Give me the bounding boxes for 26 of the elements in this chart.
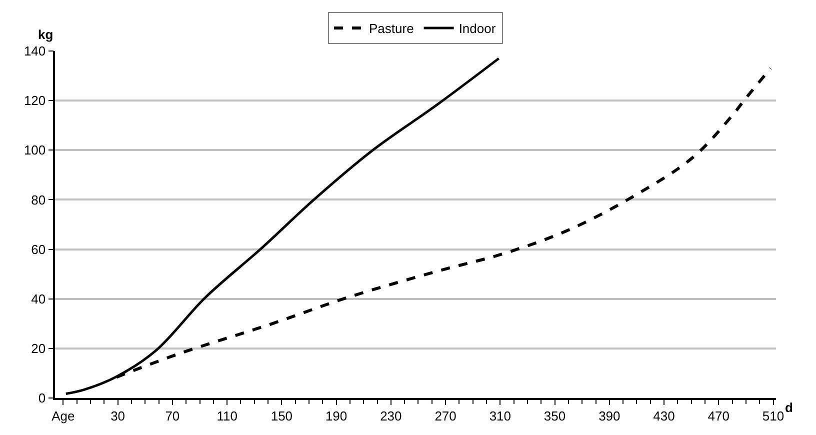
- x-tick-label: 230: [380, 408, 402, 424]
- y-tick-label: 120: [24, 93, 46, 108]
- y-tick-label: 80: [31, 192, 46, 208]
- y-axis-title: kg: [38, 27, 54, 42]
- legend-label: Indoor: [458, 21, 496, 36]
- x-tick-label: 270: [434, 408, 456, 424]
- x-tick-label: 390: [598, 408, 620, 424]
- legend-label: Pasture: [369, 21, 414, 36]
- x-axis-title: d: [785, 400, 793, 415]
- x-tick-label: 470: [708, 408, 730, 424]
- y-tick-label: 0: [38, 390, 46, 406]
- x-tick-label: 150: [270, 408, 293, 424]
- x-tick-label: 110: [216, 408, 238, 424]
- y-tick-label: 100: [24, 142, 46, 158]
- y-tick-label: 40: [31, 291, 46, 306]
- y-tick-label: 140: [24, 44, 46, 59]
- x-tick-label: 310: [489, 408, 512, 424]
- x-tick-label: 430: [653, 408, 675, 424]
- y-tick-label: 20: [31, 340, 46, 356]
- x-tick-label: 70: [165, 408, 180, 424]
- x-tick-label: 30: [110, 408, 126, 424]
- x-tick-label: 190: [325, 408, 348, 424]
- x-tick-label: 350: [544, 408, 566, 424]
- x-tick-label: Age: [52, 408, 75, 424]
- y-tick-label: 60: [31, 242, 46, 257]
- x-tick-label: 510: [762, 408, 784, 424]
